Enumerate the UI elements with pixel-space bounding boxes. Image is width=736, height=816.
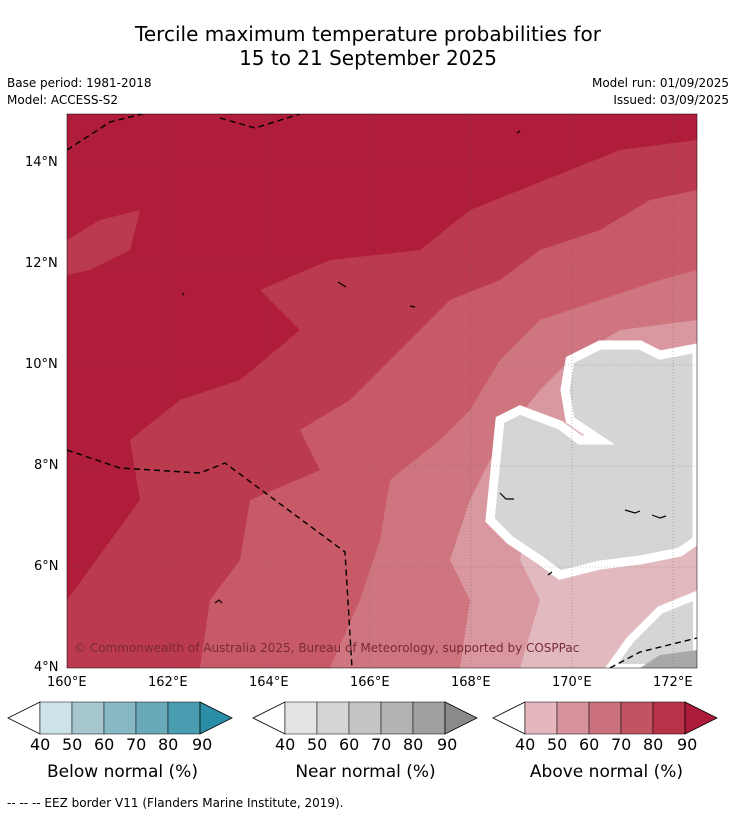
legend-above-upper-arrow [684,701,718,735]
legend-above-tick: 70 [611,735,632,754]
legend-near-swatch [348,701,382,735]
lon-label-168: 168°E [451,675,491,690]
eez-footnote: -- -- -- EEZ border V11 (Flanders Marine… [7,796,344,810]
near-normal-low [605,590,697,668]
legend-near-swatch [316,701,350,735]
base-period: Base period: 1981-2018 [7,76,152,90]
legend-above-tick: 50 [547,735,568,754]
lat-label-12: 12°N [25,256,58,271]
legend-near-lower-arrow [252,701,286,735]
legend-below-tick: 60 [94,735,115,754]
legend-near-swatch [380,701,414,735]
model-name: Model: ACCESS-S2 [7,93,119,107]
legend-above-tick: 40 [515,735,536,754]
near-normal-darker [640,650,697,668]
legend-above-swatch [620,701,654,735]
title-line-2: 15 to 21 September 2025 [239,46,497,70]
legend-below-swatch [103,701,137,735]
issued-date: Issued: 03/09/2025 [613,93,729,107]
legend-colorbars [7,701,718,735]
legend-below-swatch [39,701,73,735]
title-line-1: Tercile maximum temperature probabilitie… [135,22,601,46]
legend-near-tick: 80 [403,735,424,754]
legend-above-tick: 60 [579,735,600,754]
legend-below-title: Below normal (%) [47,762,198,782]
legend-above-swatch [652,701,686,735]
legend-near-tick: 40 [275,735,296,754]
band-80b [67,210,140,275]
legend-below-tick: 40 [30,735,51,754]
lat-label-8: 8°N [34,458,59,473]
lat-label-10: 10°N [25,357,58,372]
legend-above-title: Above normal (%) [529,762,684,782]
legend-above-swatch [524,701,558,735]
legend-below-tick: 80 [158,735,179,754]
meta-right: Model run: 01/09/2025 Issued: 03/09/2025 [592,75,729,109]
lon-label-160: 160°E [47,675,87,690]
lat-label-14: 14°N [25,155,58,170]
lon-label-172: 172°E [653,675,693,690]
legend-above-swatch [556,701,590,735]
legend-below-swatch [135,701,169,735]
near-normal-area [485,340,697,580]
copyright-notice: © Commonwealth of Australia 2025, Bureau… [74,641,580,655]
legend-above-swatch [588,701,622,735]
meta-left: Base period: 1981-2018 Model: ACCESS-S2 [7,75,152,109]
legend-above-tick: 90 [677,735,698,754]
map-frame [66,113,698,669]
legend-near-tick: 50 [307,735,328,754]
islands [181,130,667,604]
legend-near-tick: 60 [339,735,360,754]
model-run: Model run: 01/09/2025 [591,76,729,90]
map-canvas [66,113,698,669]
probability-field [67,114,697,668]
lon-label-164: 164°E [249,675,289,690]
legend-below-tick: 90 [192,735,213,754]
lon-label-170: 170°E [552,675,592,690]
eez-borders [67,114,697,668]
legend-below-lower-arrow [7,701,41,735]
legend-near-title: Near normal (%) [295,762,436,782]
map-title: Tercile maximum temperature probabilitie… [0,22,736,70]
legend-above-tick: 80 [643,735,664,754]
graticule [67,114,697,668]
legend-near-swatch [412,701,446,735]
legend-near-upper-arrow [444,701,478,735]
legend-below-swatch [167,701,201,735]
lat-label-6: 6°N [34,559,59,574]
legend-below-swatch [71,701,105,735]
legend-below-tick: 50 [62,735,83,754]
legend-near-tick: 90 [437,735,458,754]
legend-above-lower-arrow [492,701,526,735]
lon-label-166: 166°E [350,675,390,690]
lon-label-162: 162°E [148,675,188,690]
legend-near-tick: 70 [371,735,392,754]
lat-label-4: 4°N [34,660,59,675]
legend-below-upper-arrow [199,701,233,735]
legend-near-swatch [284,701,318,735]
legend-below-tick: 70 [126,735,147,754]
